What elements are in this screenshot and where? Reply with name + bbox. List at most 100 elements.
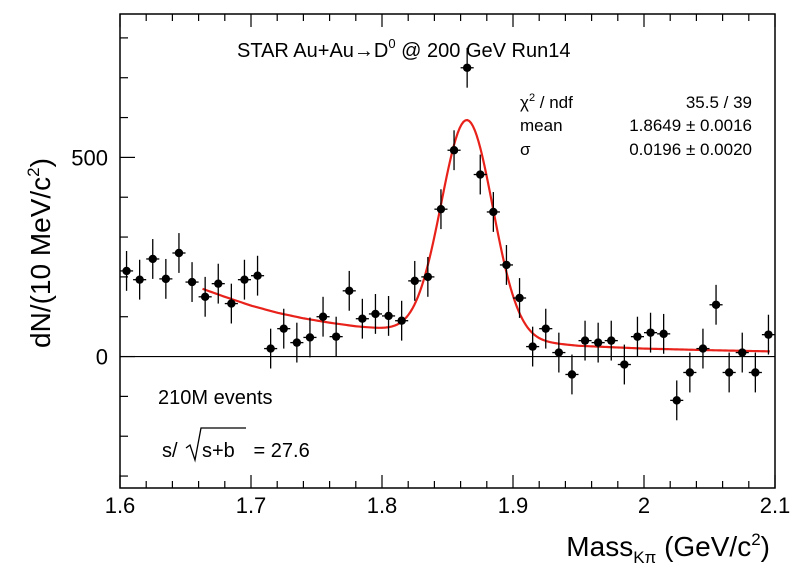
data-marker [489, 207, 498, 217]
data-marker [659, 329, 668, 339]
data-marker [724, 368, 734, 377]
x-tick-label: 1.6 [105, 493, 136, 518]
data-point [565, 354, 579, 395]
data-marker [318, 312, 328, 321]
data-marker [384, 311, 393, 321]
data-marker [371, 309, 380, 319]
data-point [342, 270, 356, 311]
data-point [434, 189, 448, 230]
data-point [486, 192, 500, 232]
data-point [224, 283, 238, 324]
data-marker [345, 286, 354, 296]
data-point [159, 258, 173, 299]
data-marker [187, 277, 197, 287]
data-marker [580, 336, 590, 345]
data-point [368, 294, 382, 334]
x-tick-label: 1.9 [498, 493, 529, 518]
data-point [421, 256, 435, 297]
data-marker [738, 348, 747, 357]
data-point [316, 296, 330, 337]
data-point [185, 262, 199, 302]
data-point [539, 308, 553, 349]
data-marker [240, 275, 249, 284]
significance-annotation: s/ s+b = 27.6 [162, 427, 310, 463]
data-marker [711, 300, 721, 309]
stats-label-chi2: χ2 / ndf [520, 92, 573, 112]
stats-label-sigma: σ [520, 140, 531, 159]
data-marker [200, 292, 210, 302]
data-marker [292, 338, 302, 347]
data-marker [567, 370, 577, 379]
data-marker [122, 266, 131, 276]
data-marker [672, 396, 681, 405]
data-point [617, 344, 631, 385]
fit-curve [202, 118, 770, 353]
data-point [526, 326, 540, 367]
data-marker [620, 360, 629, 369]
fit-curve-group [202, 118, 770, 353]
data-marker [751, 368, 760, 377]
data-marker [331, 332, 341, 341]
data-marker [554, 348, 564, 357]
data-marker [358, 314, 367, 323]
x-tick-label: 2.1 [760, 493, 791, 518]
data-marker [593, 338, 603, 347]
plot-frame [119, 13, 776, 489]
data-point [473, 154, 487, 195]
sqrt-symbol [185, 427, 246, 463]
x-tick-label: 1.7 [236, 493, 267, 518]
data-point [408, 260, 422, 301]
y-tick-label: 500 [71, 145, 108, 170]
data-point [499, 245, 513, 285]
data-point [198, 276, 212, 317]
data-point [709, 284, 723, 325]
data-marker [305, 333, 315, 342]
data-point [696, 328, 710, 369]
data-marker [423, 272, 433, 282]
data-marker [253, 271, 262, 280]
data-point [735, 332, 749, 373]
data-point [355, 298, 369, 339]
significance-radicand: s+b [202, 440, 235, 462]
data-point [630, 316, 644, 357]
stats-value-chi2: 35.5 / 39 [686, 93, 752, 112]
data-point [251, 255, 265, 296]
data-point [657, 313, 671, 354]
data-point [382, 296, 396, 336]
data-point [644, 312, 658, 353]
data-point [513, 278, 527, 318]
data-point [591, 322, 605, 363]
data-marker [528, 342, 537, 351]
y-tick-label: 0 [96, 345, 108, 370]
significance-prefix: s/ [162, 440, 178, 462]
data-marker [410, 276, 419, 286]
data-point [395, 300, 409, 341]
y-axis-title: dN/(10 MeV/c2) [24, 158, 56, 348]
data-marker [148, 254, 157, 264]
data-point [552, 332, 566, 373]
data-point [460, 47, 474, 88]
data-marker [646, 328, 655, 337]
data-point [578, 320, 592, 361]
data-marker [174, 248, 184, 258]
data-marker [515, 293, 524, 303]
data-point [133, 259, 147, 300]
data-marker [462, 63, 472, 72]
data-marker [449, 146, 459, 155]
stats-value-sigma: 0.0196 ± 0.0020 [629, 140, 752, 159]
data-marker [227, 299, 236, 308]
data-point [172, 233, 186, 273]
data-point [748, 352, 762, 393]
data-point [670, 380, 684, 421]
data-marker [397, 316, 406, 325]
stats-value-mean: 1.8649 ± 0.0016 [629, 116, 752, 135]
data-point [761, 314, 775, 355]
data-point [447, 130, 461, 171]
data-point [237, 259, 251, 300]
data-point [303, 317, 317, 358]
axis-tick-labels: 1.6 1.7 1.8 1.9 2 2.1 0 500 [71, 145, 790, 518]
data-point [120, 251, 134, 291]
x-axis-title: MassKπ (GeV/c2) [566, 530, 770, 567]
data-marker [266, 344, 275, 353]
data-point [722, 352, 736, 393]
